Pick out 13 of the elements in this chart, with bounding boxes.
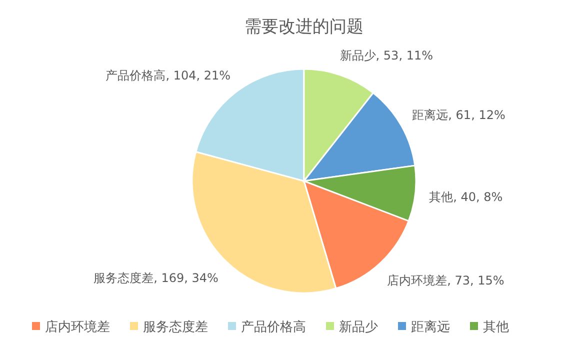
data-label: 新品少, 53, 11% bbox=[340, 48, 434, 62]
legend-label: 服务态度差 bbox=[143, 319, 208, 335]
data-label: 其他, 40, 8% bbox=[429, 190, 503, 204]
data-label: 产品价格高, 104, 21% bbox=[106, 68, 231, 83]
legend-label: 距离远 bbox=[411, 319, 450, 335]
data-label: 服务态度差, 169, 34% bbox=[94, 270, 218, 285]
legend-label: 新品少 bbox=[339, 320, 378, 335]
chart-title: 需要改进的问题 bbox=[244, 17, 364, 37]
data-label: 店内环境差, 73, 15% bbox=[387, 273, 504, 288]
legend-label: 店内环境差 bbox=[45, 319, 110, 335]
legend-label: 产品价格高 bbox=[241, 319, 306, 335]
legend-label: 其他 bbox=[483, 320, 509, 335]
data-label: 距离远, 61, 12% bbox=[412, 108, 506, 122]
